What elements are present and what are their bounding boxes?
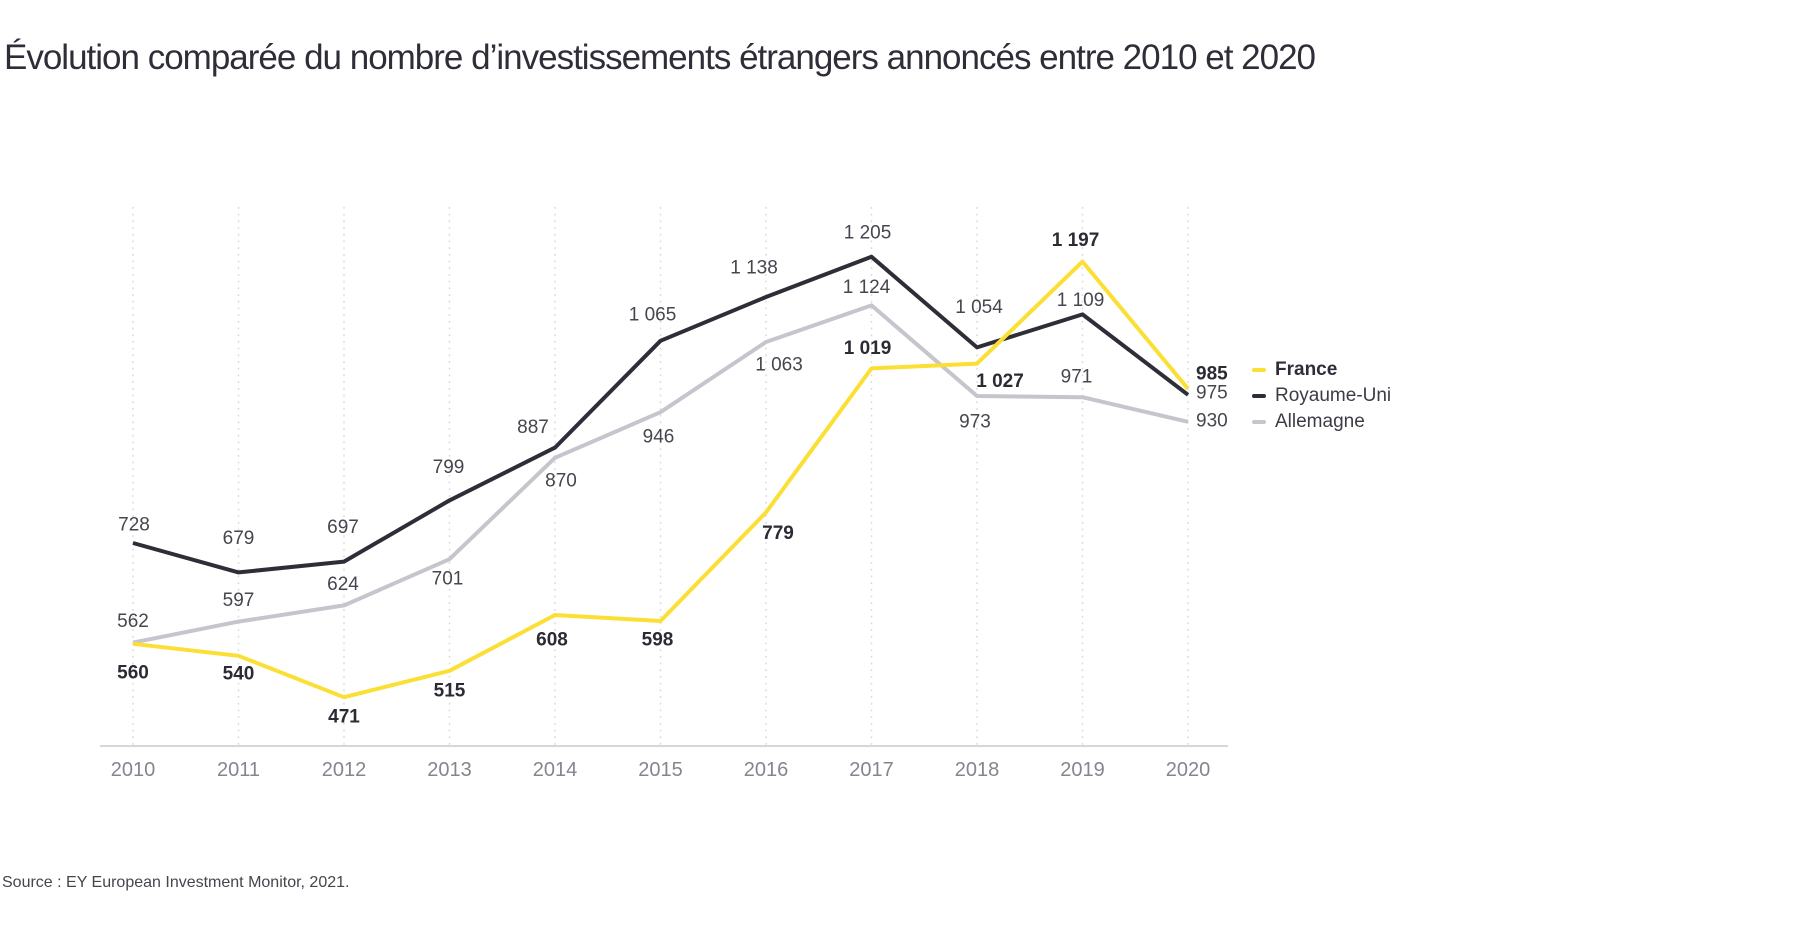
data-label-allemagne-2013: 701 <box>432 569 464 590</box>
legend-item-allemagne: Allemagne <box>1252 409 1391 435</box>
x-axis-label-2010: 2010 <box>111 759 156 781</box>
legend-dash-royaume-uni-icon <box>1252 394 1266 398</box>
data-label-france-2011: 540 <box>223 663 255 684</box>
data-label-royaume-uni-2013: 799 <box>433 457 465 478</box>
data-label-allemagne-2012: 624 <box>327 574 359 595</box>
x-axis-label-2013: 2013 <box>427 759 472 781</box>
data-label-allemagne-2010: 562 <box>117 611 149 632</box>
data-label-france-2013: 515 <box>434 680 466 701</box>
data-label-allemagne-2019: 971 <box>1061 367 1093 388</box>
source-note: Source : EY European Investment Monitor,… <box>2 874 350 891</box>
legend-label-allemagne: Allemagne <box>1275 411 1365 432</box>
x-axis-label-2018: 2018 <box>955 759 1000 781</box>
data-label-royaume-uni-2010: 728 <box>118 515 150 536</box>
series-line-royaume-uni <box>132 254 1190 575</box>
data-label-france-2014: 608 <box>536 630 568 651</box>
data-label-allemagne-2011: 597 <box>223 590 255 611</box>
x-axis-label-2011: 2011 <box>217 759 260 781</box>
data-label-royaume-uni-2014: 887 <box>517 417 549 438</box>
data-label-royaume-uni-2015: 1 065 <box>629 304 677 325</box>
data-label-france-2012: 471 <box>328 707 360 728</box>
x-axis-label-2015: 2015 <box>638 759 683 781</box>
data-label-allemagne-2017: 1 124 <box>843 277 891 298</box>
legend-dash-allemagne-icon <box>1252 420 1266 424</box>
x-axis-label-2016: 2016 <box>744 759 789 781</box>
data-label-france-2017: 1 019 <box>844 338 892 359</box>
data-label-royaume-uni-2011: 679 <box>223 528 255 549</box>
chart-legend: France Royaume-Uni Allemagne <box>1252 357 1391 435</box>
data-label-royaume-uni-2020: 975 <box>1196 382 1228 403</box>
series-line-allemagne <box>132 303 1189 645</box>
legend-item-france: France <box>1252 357 1391 383</box>
data-label-allemagne-2020: 930 <box>1196 410 1228 431</box>
legend-item-royaume-uni: Royaume-Uni <box>1252 383 1391 409</box>
series-line-france <box>132 259 1190 700</box>
data-label-royaume-uni-2016: 1 138 <box>730 258 778 279</box>
x-axis-label-2017: 2017 <box>849 759 894 781</box>
data-label-royaume-uni-2018: 1 054 <box>955 297 1003 318</box>
data-label-france-2015: 598 <box>642 630 674 651</box>
data-label-royaume-uni-2017: 1 205 <box>844 222 892 243</box>
data-label-allemagne-2016: 1 063 <box>755 355 803 376</box>
x-axis-label-2020: 2020 <box>1166 759 1211 781</box>
data-label-allemagne-2014: 870 <box>545 470 577 491</box>
data-label-france-2016: 779 <box>762 523 794 544</box>
data-label-france-2018: 1 027 <box>976 371 1024 392</box>
x-axis-label-2019: 2019 <box>1060 759 1105 781</box>
x-axis-label-2014: 2014 <box>533 759 578 781</box>
data-label-allemagne-2018: 973 <box>959 412 991 433</box>
data-label-france-2019: 1 197 <box>1052 230 1100 251</box>
legend-label-royaume-uni: Royaume-Uni <box>1275 385 1392 406</box>
legend-label-france: France <box>1275 359 1338 380</box>
x-axis-label-2012: 2012 <box>322 759 367 781</box>
data-label-france-2020: 985 <box>1196 363 1228 384</box>
data-label-royaume-uni-2019: 1 109 <box>1057 290 1105 311</box>
chart-title: Évolution comparée du nombre d’investiss… <box>4 38 1316 77</box>
data-label-royaume-uni-2012: 697 <box>327 517 359 538</box>
data-label-allemagne-2015: 946 <box>643 427 675 448</box>
legend-dash-france-icon <box>1252 368 1266 372</box>
data-label-france-2010: 560 <box>117 662 149 683</box>
